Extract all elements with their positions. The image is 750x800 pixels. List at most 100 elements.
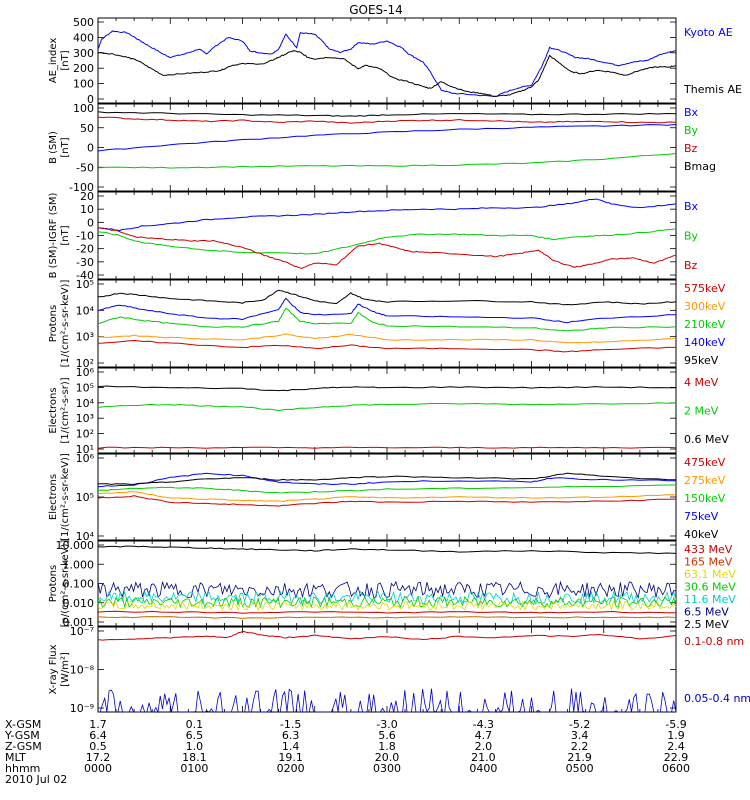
series-line-2	[97, 116, 677, 124]
ephem-row-label: X-GSM	[5, 718, 41, 731]
legend-entry: 95keV	[684, 354, 719, 367]
noisy-trace-1	[97, 590, 677, 606]
panel-frame	[97, 17, 677, 104]
y-tick-label: 10⁴	[76, 304, 95, 317]
panel-4: 10⁶ 10⁵ 10⁴ 10³ 10² 10¹ Electrons [1/(cm²-s-sr)…	[48, 366, 729, 456]
y-tick-label: 10³	[76, 412, 94, 425]
legend-entry: By	[684, 124, 699, 137]
noisy-trace-3	[97, 599, 677, 612]
series-line-1	[97, 610, 677, 614]
series-line-4	[97, 339, 676, 353]
y-axis-label: Electrons	[48, 387, 59, 433]
legend-entry: 575keV	[684, 282, 726, 295]
ephem-cell: 0200	[277, 762, 305, 775]
ephem-cell: -4.3	[473, 718, 494, 731]
series-line-3	[97, 111, 677, 117]
y-tick-label: 10⁻⁷	[70, 625, 94, 638]
legend-entry: 63.1 MeV	[684, 568, 736, 581]
legend-entry: 475keV	[684, 456, 726, 469]
legend-entry: 0.1-0.8 nm	[684, 635, 744, 648]
ephem-cell: 1.8	[378, 740, 396, 753]
legend-entry: Bmag	[684, 160, 716, 173]
y-tick-label: -100	[69, 181, 94, 194]
legend-entry: Bz	[684, 142, 698, 155]
y-axis-label: [1/(cm²-s-sr)]	[60, 377, 71, 443]
series-line-1	[97, 333, 677, 344]
plot-title: GOES-14	[349, 3, 403, 17]
y-tick-label: 0	[87, 142, 94, 155]
y-axis-label: Electrons	[48, 474, 59, 520]
legend-entry: 165 MeV	[684, 556, 733, 569]
ephem-row-label: MLT	[5, 751, 26, 764]
series-line-0	[97, 630, 677, 641]
ephem-cell: 2.4	[667, 740, 685, 753]
y-tick-label: 0.100	[63, 578, 95, 591]
y-tick-label: 10⁶	[76, 452, 95, 465]
panel-frame	[97, 626, 677, 713]
panel-frame	[97, 103, 677, 192]
y-tick-label: 10⁶	[76, 366, 95, 379]
ephem-cell: 6.5	[186, 729, 204, 742]
ephem-row-label: Z-GSM	[5, 740, 42, 753]
ephem-cell: 1.7	[89, 718, 107, 731]
legend-entry: 300keV	[684, 300, 726, 313]
y-tick-label: 0	[87, 93, 94, 106]
ephem-cell: 1.9	[667, 729, 685, 742]
y-tick-label: 50	[80, 122, 94, 135]
legend-entry: 2.5 MeV	[684, 618, 729, 631]
panel-1: 100 50 0 -50 -100 B (SM) [nT] Bx By Bz Bmag	[48, 102, 716, 194]
y-axis-label: [nT]	[60, 137, 71, 157]
y-tick-label: 10⁻⁸	[70, 664, 95, 677]
y-tick-label: 0	[87, 216, 94, 229]
ephem-cell: 21.9	[567, 751, 592, 764]
y-tick-label: 400	[73, 31, 94, 44]
ephem-cell: 6.3	[282, 729, 300, 742]
y-tick-label: -10	[76, 230, 94, 243]
y-axis-label: Protons	[48, 565, 59, 602]
ephem-row-label: Y-GSM	[4, 729, 40, 742]
legend-entry: 433 MeV	[684, 543, 733, 556]
series-line-0	[97, 385, 677, 392]
y-axis-label: B (SM)-IGRF (SM)	[48, 193, 59, 279]
y-axis-label: Protons	[48, 305, 59, 342]
series-line-0	[97, 30, 677, 97]
ephem-cell: 3.4	[571, 729, 589, 742]
legend-entry: 0.05-0.4 nm	[684, 692, 750, 705]
panel-0: 500 400 300 200 100 0 AE_index [nT] Kyoto AE Them…	[48, 16, 742, 106]
noisy-trace-2	[97, 595, 677, 609]
y-tick-label: -40	[76, 269, 94, 282]
y-axis-label: [W/m²]	[60, 652, 71, 687]
y-tick-label: 10⁴	[76, 397, 95, 410]
ephem-cell: 0300	[373, 762, 401, 775]
y-tick-label: 10¹	[76, 443, 94, 456]
ephem-cell: 0100	[180, 762, 208, 775]
y-tick-label: 10⁵	[76, 278, 94, 291]
y-axis-label: [nT]	[60, 50, 71, 70]
legend-entry: Themis AE	[683, 83, 742, 96]
legend-entry: 6.5 MeV	[684, 606, 729, 619]
legend-entry: 30.6 MeV	[684, 581, 736, 594]
legend-entry: 40keV	[684, 528, 719, 541]
ephem-cell: -5.2	[569, 718, 590, 731]
ephem-cell: 21.0	[471, 751, 496, 764]
series-line-0	[97, 124, 677, 152]
y-tick-label: 200	[73, 62, 94, 75]
y-tick-label: -20	[76, 243, 94, 256]
y-tick-label: 10	[80, 203, 94, 216]
y-tick-label: 1.000	[63, 558, 95, 571]
panel-7: 10⁻⁷ 10⁻⁸ 10⁻⁹ X-ray Flux [W/m²] 0.1-0.8 nm 0.…	[48, 625, 750, 715]
legend-entry: Kyoto AE	[684, 26, 733, 39]
y-tick-label: 10³	[76, 331, 94, 344]
ephem-cell: -1.5	[280, 718, 301, 731]
y-tick-label: 500	[73, 16, 94, 29]
legend-entry: By	[684, 230, 699, 243]
legend-entry: 75keV	[684, 510, 719, 523]
ephem-row-label: hhmm	[5, 762, 40, 775]
y-axis-label: [nT]	[60, 225, 71, 245]
y-tick-label: 10⁵	[76, 491, 94, 504]
ephem-cell: 5.6	[378, 729, 396, 742]
